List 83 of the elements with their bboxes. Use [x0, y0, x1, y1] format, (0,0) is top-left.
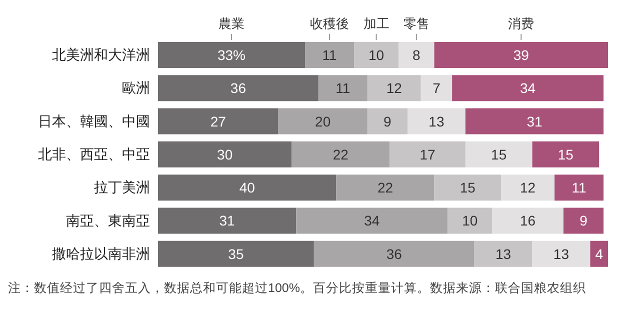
bar	[390, 141, 466, 168]
bar	[474, 240, 532, 267]
y-tick-label: 日本、韓國、中國	[38, 112, 150, 129]
series-label: 農業	[218, 16, 245, 31]
data-label: 13	[496, 246, 512, 262]
bar	[158, 240, 314, 267]
y-tick-label: 南亞、東南亞	[66, 212, 150, 228]
data-label: 11	[322, 47, 338, 63]
data-label: 30	[217, 146, 233, 162]
bar	[465, 108, 604, 134]
data-label: 36	[230, 80, 246, 96]
data-label: 39	[513, 47, 530, 63]
series-label: 消费	[508, 16, 534, 31]
bar	[434, 42, 608, 68]
bar	[532, 141, 600, 168]
data-label: 40	[239, 180, 256, 196]
bar	[158, 108, 278, 134]
data-label: 8	[412, 47, 421, 63]
bar	[305, 42, 354, 68]
bar	[296, 208, 448, 234]
data-label: 36	[386, 246, 402, 262]
bar	[398, 42, 434, 68]
bar	[278, 108, 368, 134]
data-label: 27	[210, 113, 226, 130]
bar	[367, 108, 408, 134]
bar	[492, 208, 564, 234]
data-label: 15	[558, 146, 574, 162]
bar	[501, 174, 555, 201]
bar	[563, 208, 604, 234]
bar	[408, 108, 466, 134]
data-label: 7	[432, 80, 441, 96]
series-label: 加工	[363, 16, 390, 31]
bar	[336, 174, 434, 201]
data-label: 31	[219, 212, 236, 229]
data-label: 9	[384, 113, 392, 130]
bar	[318, 75, 368, 102]
data-label: 10	[462, 212, 478, 229]
bar	[448, 208, 492, 234]
bar	[465, 141, 532, 168]
bar	[452, 75, 604, 102]
bar	[354, 42, 399, 68]
text: 注：数值经过了四舍五入，数据总和可能超过100%。百分比按重量计算。数据来源：联合国粮农组织	[8, 280, 587, 297]
data-label: 15	[460, 180, 476, 196]
data-label: 12	[520, 180, 536, 196]
data-label: 13	[553, 246, 570, 262]
bar	[314, 240, 474, 267]
y-tick-label: 北非、西亞、中亞	[38, 146, 150, 162]
data-label: 10	[368, 47, 384, 63]
data-label: 9	[580, 212, 588, 229]
data-label: 35	[228, 246, 244, 262]
bar	[158, 141, 292, 168]
data-label: 22	[332, 146, 349, 162]
bar	[158, 208, 296, 234]
data-label: 34	[520, 80, 536, 96]
data-label: 15	[491, 146, 507, 162]
data-label: 4	[595, 246, 604, 262]
data-label: 22	[377, 180, 394, 196]
data-label: 16	[520, 212, 536, 229]
bar	[590, 240, 608, 267]
data-label: 20	[315, 113, 331, 130]
y-tick-label: 撒哈拉以南非洲	[52, 245, 150, 262]
bar	[554, 174, 604, 201]
data-label: 34	[364, 212, 380, 229]
data-label: 11	[572, 180, 587, 196]
data-label: 12	[386, 80, 402, 96]
bar	[434, 174, 502, 201]
bar	[292, 141, 390, 168]
y-tick-label: 北美洲和大洋洲	[52, 46, 150, 63]
data-label: 31	[526, 113, 542, 130]
bar	[158, 42, 306, 68]
bar	[532, 240, 590, 267]
data-label: 11	[336, 80, 350, 96]
bar	[158, 75, 318, 102]
series-label: 收穫後	[310, 16, 350, 31]
bar	[420, 75, 452, 102]
data-label: 17	[420, 146, 436, 162]
y-tick-label: 歐洲	[122, 80, 150, 96]
series-label: 零售	[403, 16, 430, 31]
data-label: 13	[428, 113, 444, 130]
data-label: 33%	[218, 47, 246, 63]
bar	[367, 75, 421, 102]
bar	[158, 174, 336, 201]
y-tick-label: 拉丁美洲	[94, 179, 150, 196]
